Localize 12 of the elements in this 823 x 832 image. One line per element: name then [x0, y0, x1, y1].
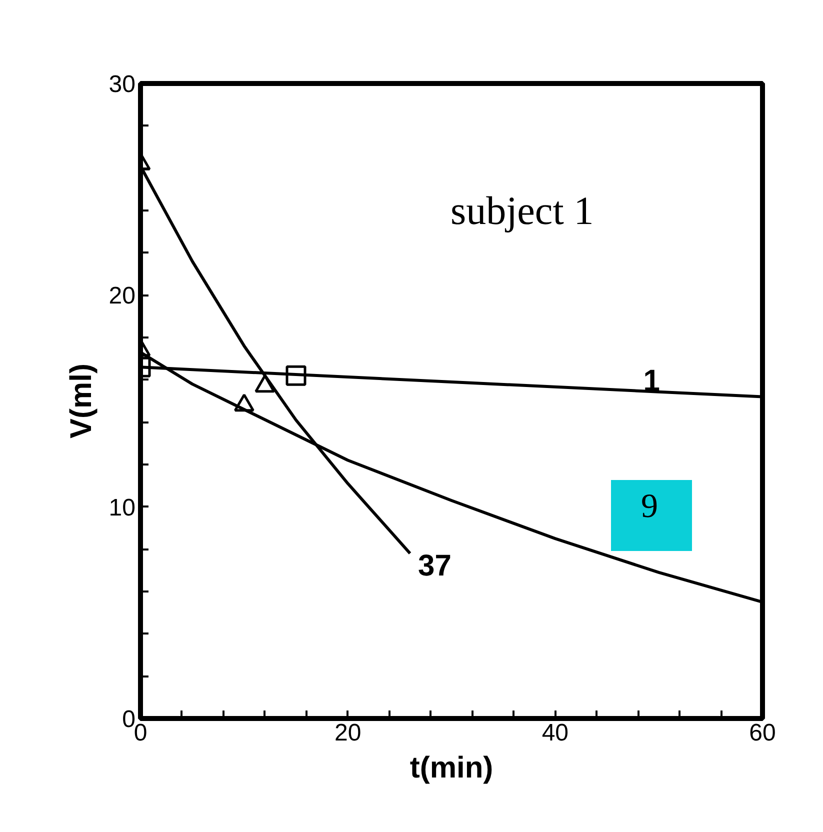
x-axis-title: t(min) [410, 752, 494, 784]
annotation: 1 [643, 364, 660, 398]
annotation: 9 [641, 488, 658, 525]
x-tick-label: 40 [542, 720, 569, 746]
x-tick-label: 60 [749, 720, 776, 746]
y-tick-label: 30 [108, 71, 136, 98]
annotation: subject 1 [450, 188, 594, 233]
y-tick-label: 10 [108, 494, 136, 522]
y-tick-label: 20 [108, 282, 136, 310]
x-tick-label: 20 [334, 720, 362, 746]
annotation: 37 [418, 549, 452, 582]
y-axis-title: V(ml) [64, 364, 98, 438]
